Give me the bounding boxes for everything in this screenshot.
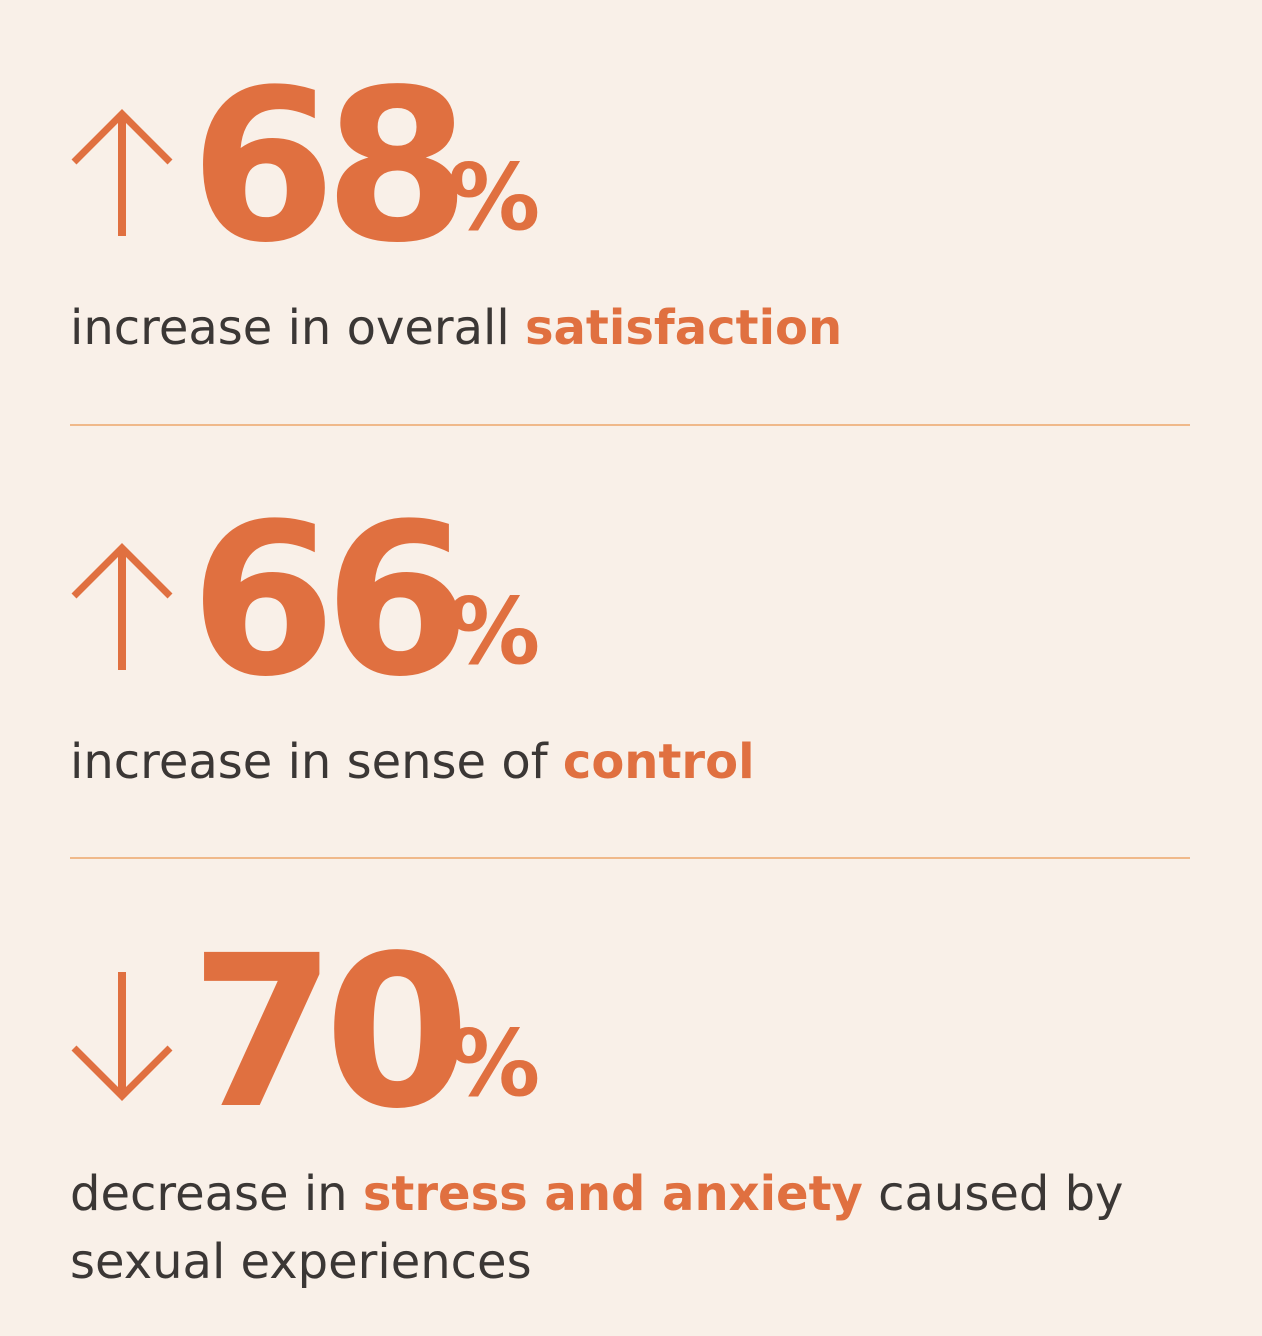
arrow-up-icon (70, 542, 174, 672)
stat-caption: increase in sense of control (70, 730, 755, 794)
stat-number: 68 (190, 44, 470, 289)
stat-caption: increase in overall satisfaction (70, 296, 842, 360)
percent-sign: % (448, 1010, 541, 1117)
stat-caption: decrease in stress and anxiety caused by (70, 1162, 1123, 1226)
caption-text: increase in sense of (70, 734, 563, 790)
caption-text: increase in overall (70, 300, 525, 356)
arrow-down-icon (70, 972, 174, 1104)
percent-sign: % (448, 144, 541, 251)
caption-highlight: control (562, 734, 755, 790)
divider (70, 857, 1190, 859)
stat-caption-line2: sexual experiences (70, 1234, 532, 1290)
caption-highlight: satisfaction (524, 300, 843, 356)
percent-sign: % (448, 578, 541, 685)
caption-text: decrease in (70, 1166, 363, 1222)
caption-text: caused by (862, 1166, 1124, 1222)
stat-number: 66 (190, 478, 470, 723)
stat-number: 70 (190, 910, 470, 1155)
divider (70, 424, 1190, 426)
caption-highlight: stress and anxiety (362, 1166, 863, 1222)
arrow-up-icon (70, 108, 174, 238)
